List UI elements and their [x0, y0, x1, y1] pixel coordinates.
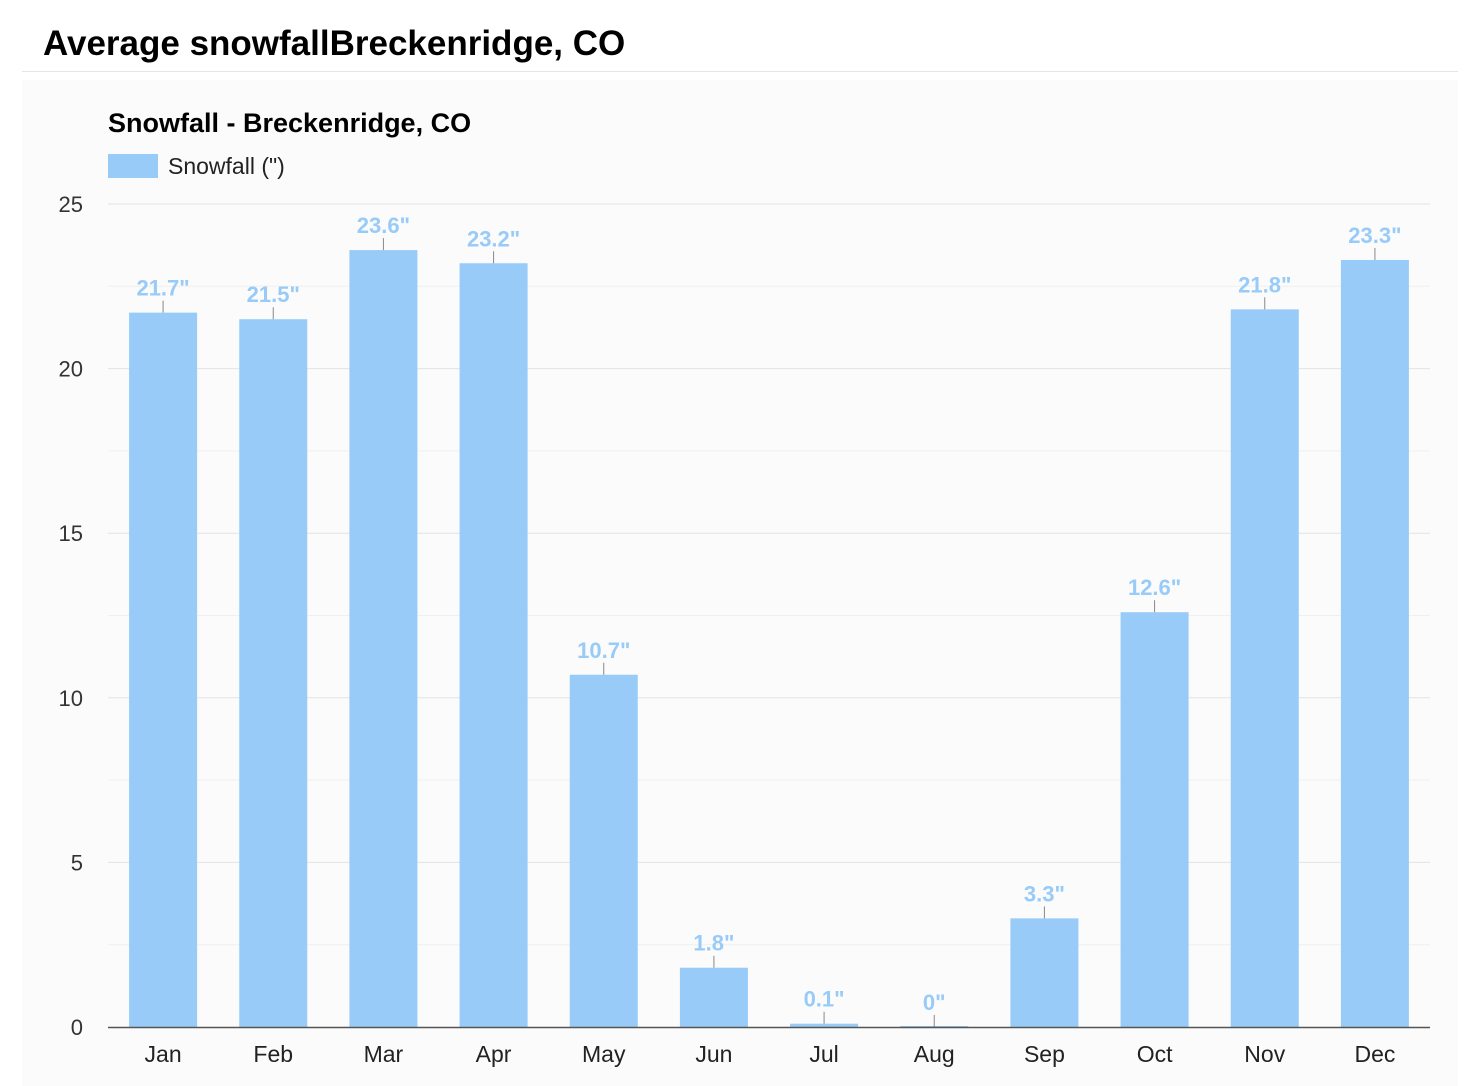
- legend-label: Snowfall ("): [168, 153, 285, 179]
- snowfall-chart: 0 5 10 15 20 25 21.7" 21.5" 23.6" 23.2" 10.7" 1.8"…: [59, 108, 1430, 1067]
- x-tick-label: Jul: [809, 1041, 838, 1067]
- chart-panel: 0 5 10 15 20 25 21.7" 21.5" 23.6" 23.2" 10.7" 1.8"…: [22, 80, 1458, 1086]
- y-tick-label: 20: [59, 357, 83, 382]
- data-label-nov: 21.8": [1238, 272, 1291, 297]
- y-tick-label: 5: [71, 850, 83, 875]
- page-title: Average snowfallBreckenridge, CO: [43, 24, 626, 63]
- bar-feb[interactable]: [239, 319, 308, 1028]
- bar-sep[interactable]: [1010, 918, 1079, 1027]
- data-label-apr: 23.2": [467, 226, 520, 251]
- bars: [129, 250, 1409, 1028]
- data-label-feb: 21.5": [247, 282, 300, 307]
- bar-jun[interactable]: [679, 967, 748, 1027]
- data-label-dec: 23.3": [1348, 223, 1401, 248]
- data-label-jun: 1.8": [693, 931, 734, 956]
- data-label-mar: 23.6": [357, 213, 410, 238]
- x-tick-label: Apr: [476, 1041, 512, 1067]
- x-tick-label: Oct: [1137, 1041, 1173, 1067]
- grid-lines: [108, 203, 1430, 946]
- y-tick-label: 10: [59, 686, 83, 711]
- x-tick-label: Nov: [1244, 1041, 1285, 1067]
- y-tick-label: 15: [59, 521, 83, 546]
- legend[interactable]: Snowfall ("): [108, 153, 285, 179]
- x-axis-ticks: Jan Feb Mar Apr May Jun Jul Aug Sep Oct Nov Dec: [145, 1041, 1396, 1067]
- data-label-jan: 21.7": [136, 276, 189, 301]
- data-label-oct: 12.6": [1128, 575, 1181, 600]
- bar-jan[interactable]: [129, 312, 198, 1027]
- bar-nov[interactable]: [1230, 309, 1299, 1027]
- x-tick-label: Mar: [364, 1041, 404, 1067]
- bar-may[interactable]: [569, 674, 638, 1027]
- y-tick-label: 0: [71, 1015, 83, 1040]
- x-tick-label: Sep: [1024, 1041, 1065, 1067]
- bar-apr[interactable]: [459, 263, 528, 1027]
- x-tick-label: Aug: [914, 1041, 955, 1067]
- bar-dec[interactable]: [1340, 259, 1409, 1027]
- legend-swatch: [108, 154, 158, 178]
- data-label-may: 10.7": [577, 638, 630, 663]
- x-tick-label: Dec: [1354, 1041, 1395, 1067]
- bar-mar[interactable]: [349, 250, 418, 1027]
- x-tick-label: Jan: [145, 1041, 182, 1067]
- bar-jul[interactable]: [790, 1023, 859, 1027]
- bar-oct[interactable]: [1120, 612, 1189, 1027]
- page-header: Average snowfallBreckenridge, CO: [22, 0, 1458, 72]
- data-label-sep: 3.3": [1024, 881, 1065, 906]
- data-labels: 21.7" 21.5" 23.6" 23.2" 10.7" 1.8" 0.1" 0" 3.3" 1…: [136, 213, 1402, 1027]
- data-label-jul: 0.1": [804, 987, 845, 1012]
- x-tick-label: May: [582, 1041, 626, 1067]
- y-tick-label: 25: [59, 192, 83, 217]
- data-label-aug: 0": [923, 990, 946, 1015]
- x-tick-label: Jun: [695, 1041, 732, 1067]
- chart-title: Snowfall - Breckenridge, CO: [108, 108, 471, 138]
- x-tick-label: Feb: [253, 1041, 293, 1067]
- y-axis-ticks: 0 5 10 15 20 25: [59, 192, 83, 1040]
